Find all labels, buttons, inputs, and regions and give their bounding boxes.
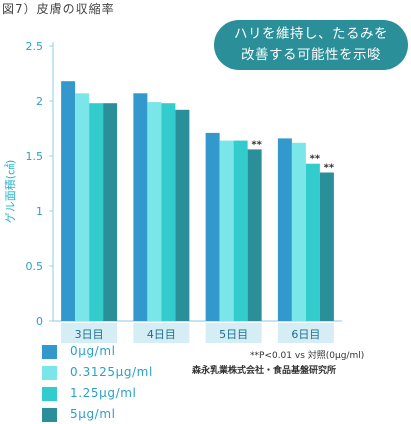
bar bbox=[75, 93, 90, 321]
callout-line-1: ハリを維持し、たるみを bbox=[234, 26, 388, 42]
category-label-bg bbox=[277, 323, 334, 343]
bar bbox=[61, 81, 76, 321]
bar bbox=[133, 93, 148, 321]
bar bbox=[319, 172, 334, 321]
legend-swatch-3 bbox=[42, 408, 57, 422]
figure-title: 図7）皮膚の収縮率 bbox=[2, 2, 115, 16]
bar bbox=[175, 109, 190, 321]
significance-marker: ** bbox=[310, 154, 321, 165]
bar bbox=[277, 138, 292, 321]
bar bbox=[305, 163, 320, 321]
category-label: 6日目 bbox=[291, 328, 320, 341]
significance-marker: ** bbox=[251, 139, 262, 150]
category-label-bg bbox=[205, 323, 262, 343]
category-label: 4日目 bbox=[147, 328, 176, 341]
significance-marker: ** bbox=[324, 163, 335, 174]
callout-badge: ハリを維持し、たるみを 改善する可能性を示唆 bbox=[214, 20, 408, 70]
legend-label-3: 5μg/ml bbox=[70, 407, 116, 421]
category-label-bg bbox=[61, 323, 118, 343]
legend-label-1: 0.3125μg/ml bbox=[70, 365, 153, 379]
bar bbox=[89, 103, 104, 321]
legend-swatch-1 bbox=[42, 366, 57, 380]
y-axis-title: ゲル面積(㎠) bbox=[3, 160, 17, 224]
bar bbox=[233, 140, 248, 321]
y-tick-label: 0 bbox=[36, 315, 43, 328]
y-tick-label: 2.5 bbox=[26, 40, 44, 53]
category-label-bg bbox=[133, 323, 190, 343]
legend-label-0: 0μg/ml bbox=[70, 344, 116, 358]
y-tick-label: 1 bbox=[36, 205, 43, 218]
bar bbox=[205, 132, 220, 321]
bar bbox=[147, 102, 162, 321]
significance-note: **P<0.01 vs 対照(0μg/ml) bbox=[250, 351, 365, 361]
bar bbox=[291, 142, 306, 321]
legend-label-2: 1.25μg/ml bbox=[70, 386, 137, 400]
category-label: 3日目 bbox=[75, 328, 104, 341]
category-label: 5日目 bbox=[219, 328, 248, 341]
callout-line-2: 改善する可能性を示唆 bbox=[241, 47, 381, 63]
y-tick-label: 2 bbox=[36, 95, 43, 108]
bar bbox=[161, 103, 176, 321]
y-tick-label: 0.5 bbox=[26, 260, 44, 273]
y-tick-label: 1.5 bbox=[26, 150, 44, 163]
legend-swatch-0 bbox=[42, 345, 57, 359]
bar bbox=[247, 149, 262, 321]
bar bbox=[219, 140, 234, 321]
legend-swatch-2 bbox=[42, 387, 57, 401]
bar bbox=[103, 103, 118, 321]
company-credit: 森永乳業株式会社・食品基盤研究所 bbox=[192, 366, 337, 376]
